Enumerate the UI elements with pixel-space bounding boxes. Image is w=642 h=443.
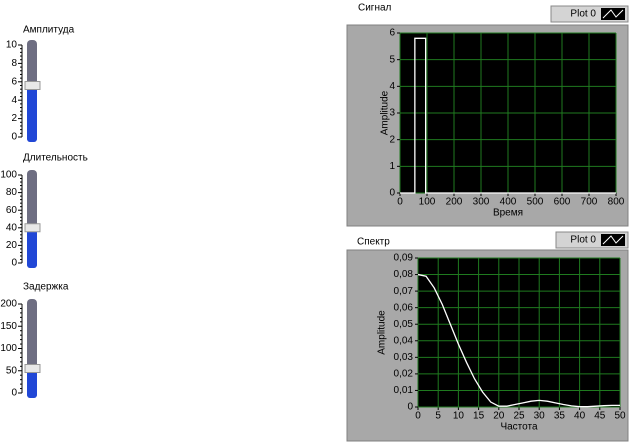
legend-swatch [601,8,625,20]
slider-tick-label: 150 [0,321,17,332]
x-tick-label: 500 [527,197,544,208]
y-tick-label: 5 [389,54,395,65]
y-tick-label: 0,06 [394,302,414,313]
x-tick-label: 15 [473,411,485,422]
slider-thumb[interactable] [24,364,41,374]
slider-tick-label: 100 [0,170,17,181]
slider-tick-label: 4 [11,95,17,106]
x-tick-label: 10 [453,411,465,422]
x-tick-label: 25 [513,411,525,422]
legend-swatch [601,234,625,246]
y-tick-label: 0,09 [394,253,414,264]
y-tick-label: 6 [389,28,395,39]
x-tick-label: 400 [500,197,517,208]
slider-tick-label: 100 [0,343,17,354]
slider-tick-label: 80 [6,187,18,198]
slider-tick-label: 8 [11,58,17,69]
slider-tick-label: 50 [6,365,18,376]
slider-thumb[interactable] [24,223,41,233]
legend-line [602,9,624,19]
slider-fill [27,85,37,142]
y-tick-label: 0,05 [394,319,414,330]
chart-title: Спектр [357,237,390,248]
slider-tick-label: 2 [11,113,17,124]
slider-tick-label: 10 [6,40,18,51]
y-tick-label: 0,02 [394,369,414,380]
x-tick-label: 200 [446,197,463,208]
slider-tick-label: 200 [0,299,17,310]
x-tick-label: 50 [614,411,626,422]
x-tick-label: 30 [534,411,546,422]
x-tick-label: 45 [594,411,606,422]
y-tick-label: 0,08 [394,269,414,280]
y-tick-label: 4 [389,81,395,92]
x-tick-label: 5 [435,411,441,422]
slider-tick-label: 0 [11,132,17,143]
series-line [417,273,620,408]
slider-tick-label: 0 [11,258,17,269]
x-tick-label: 0 [397,197,403,208]
y-axis-label: Amplitude [380,90,391,135]
slider-tick-label: 0 [11,388,17,399]
x-tick-label: 300 [473,197,490,208]
y-tick-label: 1 [389,161,395,172]
chart-title: Сигнал [358,3,392,14]
y-tick-label: 0,03 [394,352,414,363]
y-axis-label: Amplitude [377,310,388,355]
slider-tick-label: 60 [6,205,18,216]
slider-label: Длительность [23,153,88,164]
x-tick-label: 600 [554,197,571,208]
slider-thumb[interactable] [24,80,41,90]
x-tick-label: 800 [608,197,625,208]
x-tick-label: 100 [419,197,436,208]
y-tick-label: 3 [389,108,395,119]
slider-fill [27,227,37,268]
x-tick-label: 35 [554,411,566,422]
slider-fill [27,368,37,398]
x-tick-label: 0 [415,411,421,422]
y-tick-label: 0,01 [394,385,414,396]
legend-label: Plot 0 [570,235,596,246]
slider-label: Амплитуда [23,25,75,36]
x-axis-label: Частота [500,422,538,433]
legend-label: Plot 0 [570,9,596,20]
x-tick-label: 700 [581,197,598,208]
x-tick-label: 20 [493,411,505,422]
y-tick-label: 0,04 [394,335,414,346]
y-tick-label: 0,07 [394,286,414,297]
x-tick-label: 40 [574,411,586,422]
legend-line [602,235,624,245]
slider-tick-label: 40 [6,222,18,233]
slider-tick-label: 6 [11,76,17,87]
y-tick-label: 0 [407,402,413,413]
y-tick-label: 2 [389,134,395,145]
y-tick-label: 0 [389,188,395,199]
slider-tick-label: 20 [6,240,18,251]
slider-label: Задержка [23,282,69,293]
x-axis-label: Время [493,208,523,219]
series-line [400,37,616,194]
